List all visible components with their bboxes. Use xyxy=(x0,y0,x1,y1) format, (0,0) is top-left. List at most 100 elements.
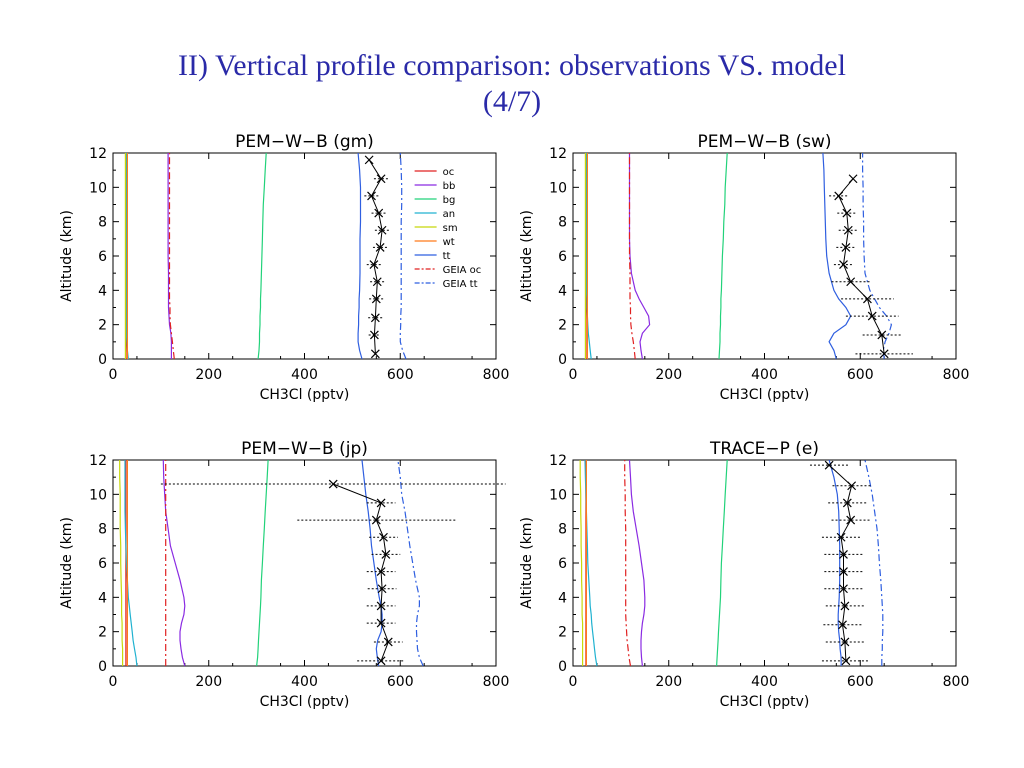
y-tick-label: 6 xyxy=(558,249,567,265)
legend-label: GEIA oc xyxy=(443,265,482,276)
y-tick-label: 6 xyxy=(558,556,567,572)
series-bg xyxy=(256,459,269,667)
observation-marker xyxy=(364,155,374,165)
observation-marker xyxy=(846,515,856,525)
plot-frame xyxy=(112,459,497,667)
chart-title: TRACE−P (e) xyxy=(709,439,819,459)
y-tick-label: 12 xyxy=(89,453,107,469)
y-tick-label: 10 xyxy=(89,180,107,196)
observation-marker xyxy=(383,637,393,647)
y-tick-label: 12 xyxy=(549,146,567,162)
y-tick-label: 8 xyxy=(98,215,107,231)
slide-title-line-1: II) Vertical profile comparison: observa… xyxy=(178,49,846,82)
series-bg xyxy=(257,152,267,360)
observation-marker xyxy=(381,549,391,559)
x-tick-label: 0 xyxy=(569,367,578,383)
observation-marker xyxy=(839,584,848,594)
series-geia-oc xyxy=(628,153,636,360)
observation-marker xyxy=(376,567,386,577)
observation-marker xyxy=(376,174,386,184)
y-axis-label: Altitude (km) xyxy=(519,210,535,302)
x-tick-label: 400 xyxy=(291,674,318,690)
y-tick-label: 10 xyxy=(549,180,567,196)
observation-marker xyxy=(375,242,385,252)
observation-marker xyxy=(842,208,852,218)
series-sm xyxy=(579,460,584,666)
legend-label: sm xyxy=(443,223,458,234)
y-tick-label: 2 xyxy=(558,625,567,641)
x-tick-label: 400 xyxy=(751,674,778,690)
y-tick-label: 6 xyxy=(98,556,107,572)
slide-title: II) Vertical profile comparison: observa… xyxy=(0,48,1024,120)
observation-marker xyxy=(369,330,379,340)
y-tick-label: 2 xyxy=(558,318,567,334)
observation-marker xyxy=(846,277,856,287)
x-tick-label: 600 xyxy=(847,674,874,690)
y-axis-label: Altitude (km) xyxy=(59,210,75,302)
chart-title: PEM−W−B (sw) xyxy=(697,132,831,152)
series-geia-oc xyxy=(624,460,632,667)
observation-marker xyxy=(841,656,851,666)
observation-marker xyxy=(824,460,834,470)
series-an xyxy=(125,153,129,360)
x-tick-label: 200 xyxy=(655,674,682,690)
series-geia-tt xyxy=(861,153,893,360)
chart-legend: oc bb bg an sm wt tt GEIA oc GEIA tt xyxy=(414,167,482,290)
x-axis-label: CH3Cl (pptv) xyxy=(720,387,810,403)
legend-label: tt xyxy=(443,251,451,262)
observation-marker xyxy=(376,656,386,666)
series-tt xyxy=(828,459,842,666)
y-tick-label: 12 xyxy=(89,146,107,162)
chart-panel-2: PEM−W−B (sw) 0 200 400 600 800 0 2 4 6 8 10 12 CH3Cl … xyxy=(519,132,969,403)
x-tick-label: 0 xyxy=(569,674,578,690)
x-tick-label: 600 xyxy=(847,367,874,383)
y-tick-label: 0 xyxy=(558,659,567,675)
chart-panel-3: PEM−W−B (jp) 0 200 400 600 800 0 2 4 6 8 10 12 CH3Cl … xyxy=(59,439,509,710)
x-axis-label: CH3Cl (pptv) xyxy=(720,694,810,710)
observation-marker xyxy=(839,549,848,559)
y-tick-label: 4 xyxy=(98,590,107,606)
observation-marker xyxy=(839,567,848,577)
y-tick-label: 0 xyxy=(98,352,107,368)
series-bb xyxy=(628,153,651,360)
observation-marker xyxy=(840,637,850,647)
x-axis-label: CH3Cl (pptv) xyxy=(260,694,350,710)
series-an xyxy=(585,153,592,360)
chart-panel-1: PEM−W−B (gm) 0 200 400 600 800 0 2 4 6 8 10 12 CH3Cl … xyxy=(59,132,509,403)
legend-label: bb xyxy=(443,181,456,192)
y-tick-label: 4 xyxy=(558,590,567,606)
series-tt xyxy=(361,459,383,667)
series-bb xyxy=(628,459,646,667)
x-axis-label: CH3Cl (pptv) xyxy=(260,387,350,403)
series-an xyxy=(124,460,138,667)
observation-marker xyxy=(834,191,844,201)
observation-marker xyxy=(848,174,858,184)
observation-marker xyxy=(841,242,851,252)
observation-marker xyxy=(376,498,386,508)
x-tick-label: 600 xyxy=(387,674,414,690)
plot-frame xyxy=(572,459,957,667)
observation-marker xyxy=(843,225,853,235)
x-tick-label: 0 xyxy=(109,674,118,690)
observation-marker xyxy=(879,349,889,359)
series-geia-tt xyxy=(864,459,884,666)
chart-panel-4: TRACE−P (e) 0 200 400 600 800 0 2 4 6 8 10 12 CH3Cl (… xyxy=(519,439,969,710)
series-geia-tt xyxy=(399,152,407,360)
observation-marker xyxy=(863,294,872,304)
legend-label: oc xyxy=(443,167,455,178)
y-tick-label: 6 xyxy=(98,249,107,265)
x-tick-label: 800 xyxy=(943,367,970,383)
series-geia-oc xyxy=(168,153,175,360)
series-bb xyxy=(162,459,186,667)
legend-label: GEIA tt xyxy=(443,279,478,290)
x-tick-label: 200 xyxy=(195,674,222,690)
chart-title: PEM−W−B (jp) xyxy=(241,439,368,459)
observation-marker xyxy=(371,515,381,525)
observation-marker xyxy=(377,584,387,594)
observation-marker xyxy=(836,532,846,542)
y-tick-label: 8 xyxy=(558,215,567,231)
observation-marker xyxy=(367,191,376,201)
observation-marker xyxy=(842,498,852,508)
x-tick-label: 0 xyxy=(109,367,118,383)
observation-marker xyxy=(839,260,848,270)
